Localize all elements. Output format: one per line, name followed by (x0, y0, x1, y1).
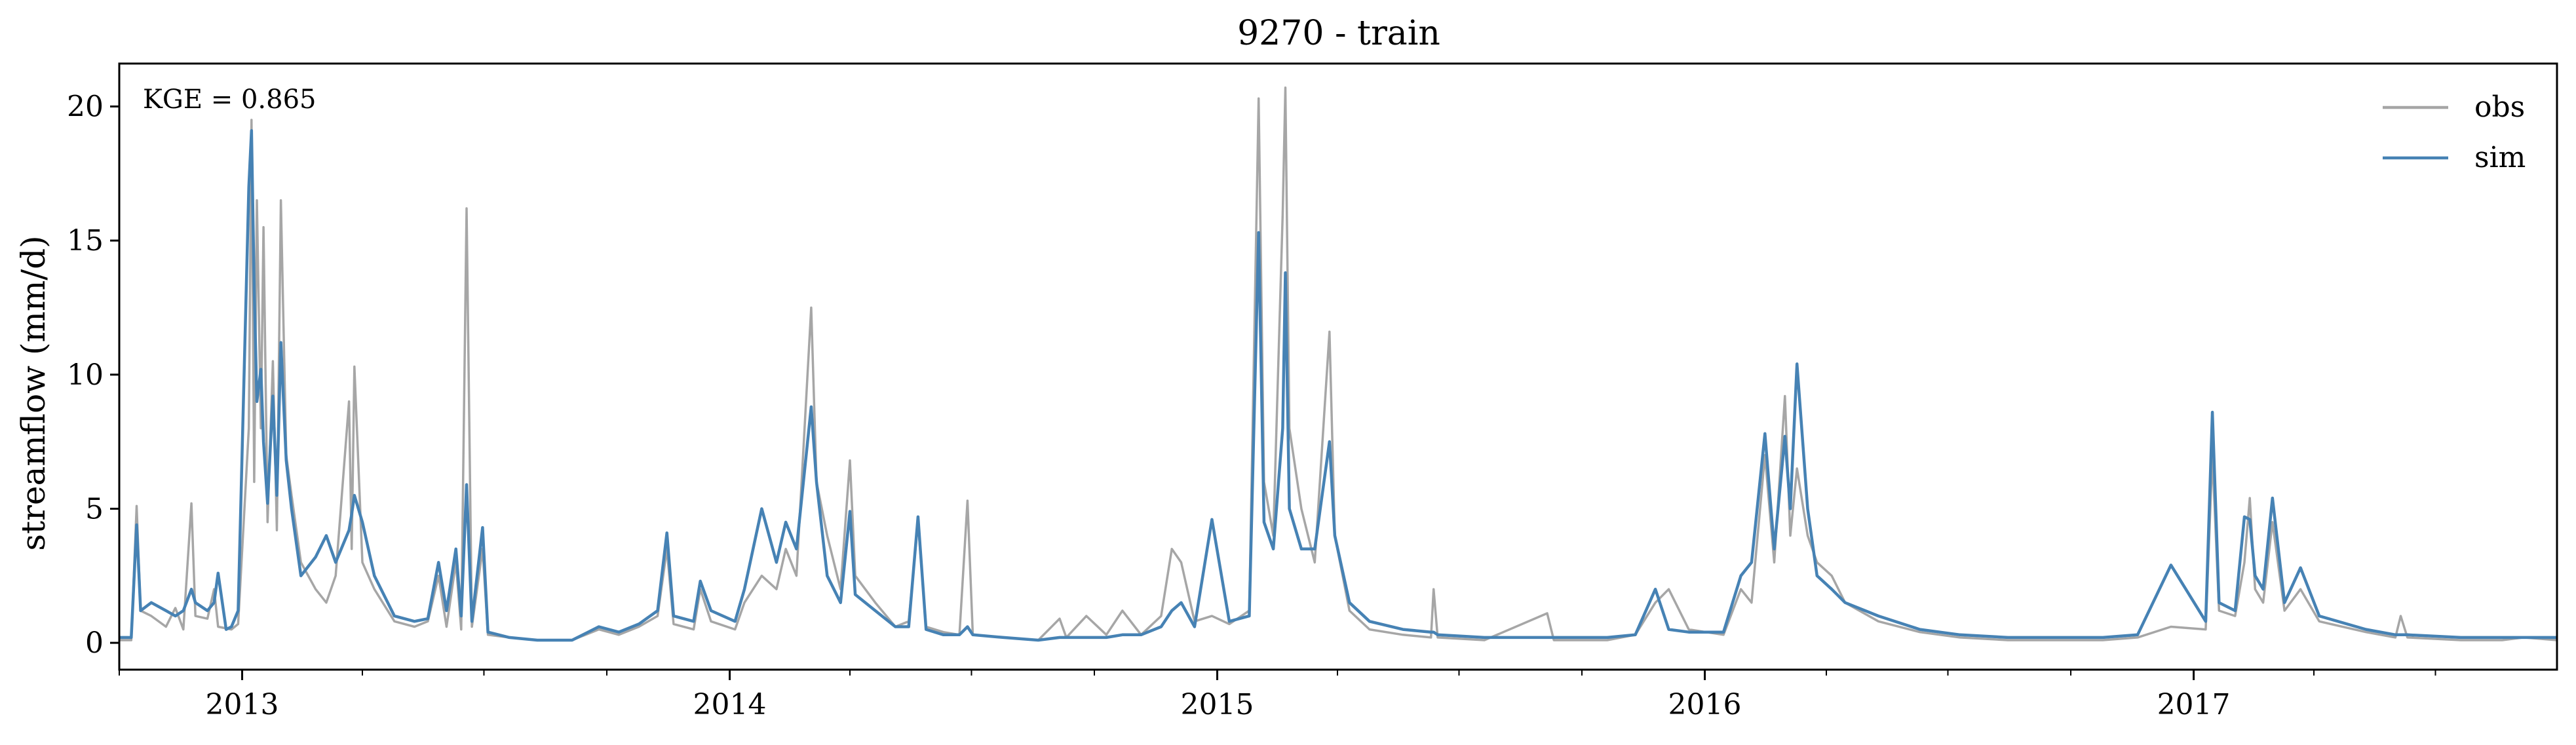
y-tick-label-20: 20 (67, 90, 104, 123)
x-tick-label-2014: 2014 (693, 688, 767, 721)
legend-obs-label: obs (2474, 90, 2525, 124)
series-sim-line (119, 129, 2557, 642)
y-tick-label-5: 5 (85, 492, 104, 525)
legend: obs sim (2383, 90, 2526, 174)
y-tick-label-15: 15 (67, 224, 104, 258)
plot-frame (118, 62, 2558, 671)
legend-sim-label: sim (2474, 141, 2526, 174)
plot-area: 0 5 10 15 20 2013 2014 2015 2016 2017 (67, 86, 2558, 721)
x-tick-label-2015: 2015 (1181, 688, 1254, 721)
chart-title: 9270 - train (1237, 14, 1440, 53)
x-tick-label-2013: 2013 (206, 688, 279, 721)
y-axis-label: streamflow (mm/d) (14, 235, 52, 550)
y-tick-label-10: 10 (67, 358, 104, 392)
kge-annotation: KGE = 0.865 (143, 85, 317, 115)
x-tick-label-2017: 2017 (2157, 688, 2231, 721)
y-tick-label-0: 0 (85, 626, 104, 660)
x-tick-label-2016: 2016 (1668, 688, 1742, 721)
